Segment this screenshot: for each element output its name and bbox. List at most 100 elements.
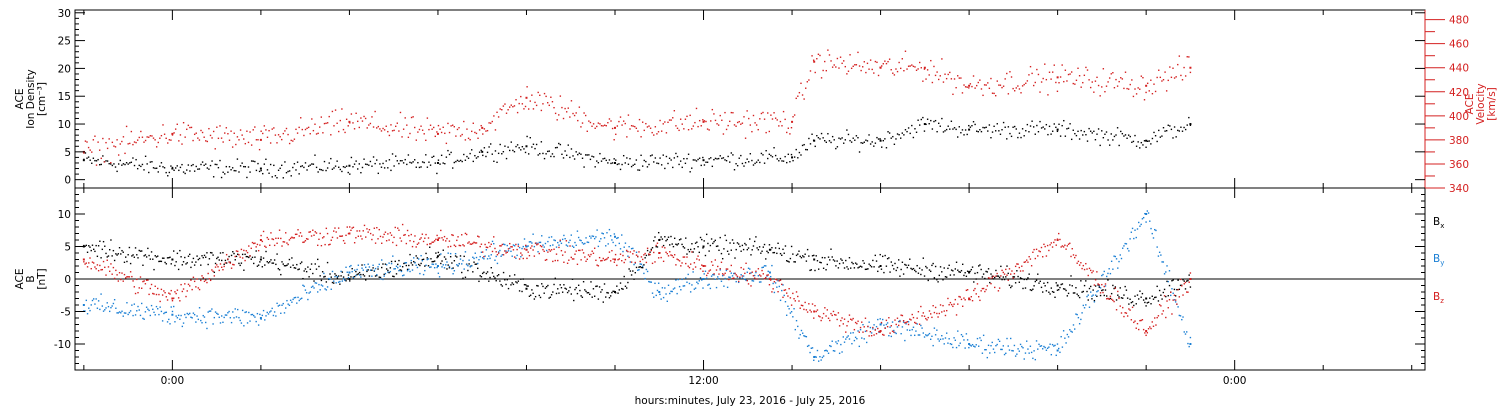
bx-point: [86, 251, 89, 253]
ion-density-point: [497, 152, 500, 155]
ion-density-point: [1178, 130, 1181, 132]
by-point: [384, 272, 387, 275]
by-point: [612, 241, 614, 244]
ion-density-point: [1151, 137, 1154, 140]
bz-point: [799, 307, 801, 309]
bz-point: [653, 251, 655, 254]
bx-point: [863, 262, 865, 264]
by-point: [859, 328, 862, 331]
ion-density-point: [805, 148, 807, 151]
bx-point: [481, 272, 484, 275]
bz-point: [152, 292, 154, 295]
bx-point: [790, 245, 793, 248]
velocity-point: [114, 146, 117, 148]
bz-point: [918, 323, 921, 325]
bz-point: [824, 307, 826, 309]
by-point: [461, 263, 463, 265]
velocity-point: [819, 54, 821, 57]
bz-point: [926, 319, 928, 321]
by-point: [666, 300, 668, 302]
bx-point: [462, 277, 464, 279]
velocity-point: [1177, 63, 1179, 66]
ion-density-point: [1148, 140, 1150, 142]
velocity-point: [252, 129, 254, 131]
bz-point: [1001, 269, 1003, 272]
by-point: [401, 274, 404, 277]
bx-point: [430, 258, 432, 260]
bz-point: [205, 279, 207, 281]
by-point: [238, 316, 240, 319]
bz-point: [1176, 303, 1178, 305]
by-point: [1003, 353, 1006, 356]
bz-point: [285, 232, 287, 234]
ion-density-point: [716, 158, 718, 160]
bz-point: [417, 242, 420, 244]
bz-point: [1088, 267, 1091, 270]
ion-density-point: [357, 168, 359, 170]
by-point: [387, 271, 389, 273]
ion-density-point: [440, 154, 443, 157]
bz-point: [622, 254, 624, 257]
bz-point: [605, 258, 607, 261]
by-point: [1051, 343, 1054, 346]
bx-point: [159, 260, 161, 262]
bz-point: [553, 248, 555, 250]
velocity-point: [950, 78, 953, 80]
ion-density-point: [404, 158, 406, 161]
ion-density-point: [83, 158, 85, 161]
bx-point: [560, 286, 563, 289]
velocity-point: [379, 128, 381, 130]
bz-point: [171, 300, 174, 302]
bx-point: [432, 260, 435, 263]
by-point: [881, 318, 884, 321]
by-point: [235, 316, 238, 318]
bx-point: [287, 263, 289, 265]
bx-point: [618, 289, 620, 291]
velocity-point: [181, 143, 183, 145]
x-axis-title: hours:minutes, July 23, 2016 - July 25, …: [635, 395, 866, 407]
bx-point: [676, 244, 678, 246]
velocity-point: [520, 95, 522, 98]
velocity-point: [931, 81, 934, 84]
velocity-point: [1161, 80, 1163, 82]
bx-point: [1144, 301, 1146, 304]
ion-density-point: [192, 163, 194, 166]
ion-density-point: [635, 159, 638, 161]
bx-point: [805, 260, 808, 262]
bz-point: [1144, 332, 1146, 334]
bx-point: [589, 293, 591, 296]
velocity-point: [442, 126, 444, 129]
velocity-point: [778, 125, 780, 127]
velocity-point: [317, 132, 319, 135]
bz-point: [1028, 256, 1030, 258]
by-point: [145, 306, 148, 308]
bz-point: [1133, 321, 1135, 324]
bx-point: [255, 250, 257, 252]
by-point: [126, 302, 128, 304]
bx-point: [271, 262, 273, 264]
bz-point: [110, 263, 112, 265]
velocity-point: [211, 137, 213, 139]
bx-point: [917, 272, 920, 274]
by-point: [586, 241, 588, 243]
ion-density-point: [127, 163, 129, 165]
ion-density-point: [945, 128, 948, 131]
by-point: [436, 265, 439, 267]
bz-point: [1051, 246, 1054, 248]
bx-point: [509, 275, 511, 277]
bx-point: [1135, 303, 1137, 305]
ion-density-point: [197, 168, 199, 170]
by-point: [991, 341, 993, 344]
ion-density-point: [529, 137, 531, 139]
velocity-point: [1132, 95, 1135, 98]
bx-point: [774, 247, 777, 249]
velocity-point: [1183, 66, 1185, 69]
ion-density-point: [990, 137, 992, 139]
velocity-point: [220, 137, 223, 139]
by-point: [121, 310, 123, 312]
ion-density-point: [86, 157, 88, 159]
by-point: [137, 305, 139, 308]
bz-point: [1077, 260, 1080, 263]
velocity-point: [724, 111, 726, 114]
by-point: [1151, 232, 1153, 235]
